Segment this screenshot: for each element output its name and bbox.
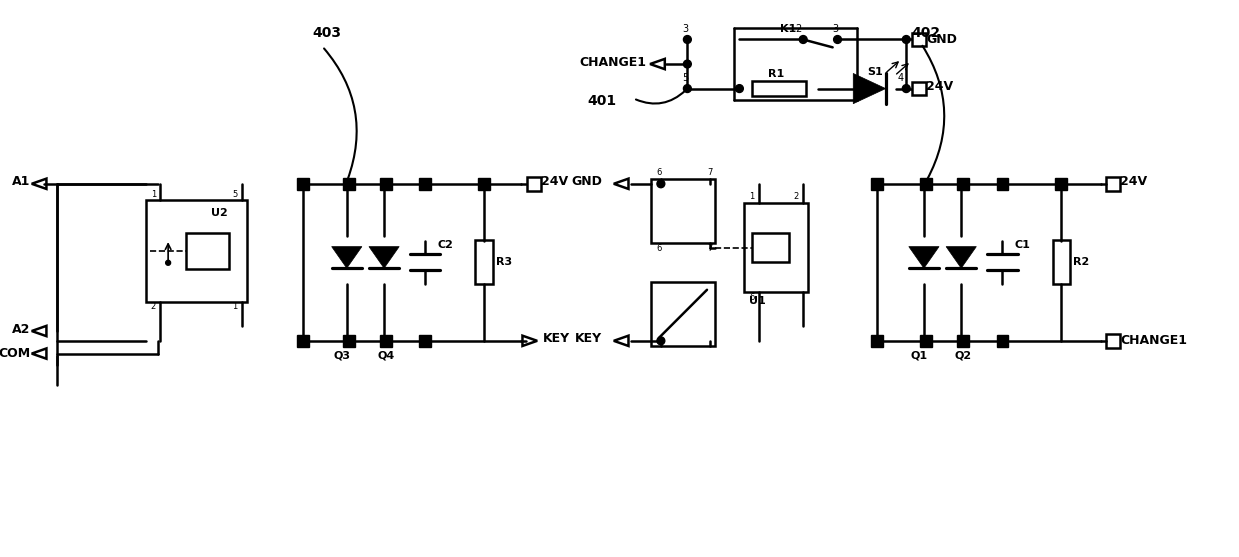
Text: R2: R2 — [1073, 257, 1089, 267]
Polygon shape — [523, 336, 538, 346]
Circle shape — [684, 60, 691, 68]
Text: S1: S1 — [867, 67, 882, 77]
Text: 24V: 24V — [541, 175, 569, 188]
Text: 7: 7 — [707, 243, 712, 252]
Text: C2: C2 — [437, 240, 453, 250]
Text: 6: 6 — [750, 292, 755, 301]
Circle shape — [684, 85, 691, 92]
Text: CHANGE1: CHANGE1 — [1120, 334, 1187, 348]
Bar — [145, 201, 247, 301]
Polygon shape — [32, 349, 46, 359]
Polygon shape — [369, 247, 399, 268]
Polygon shape — [332, 247, 362, 268]
Polygon shape — [32, 179, 46, 189]
Text: Q1: Q1 — [911, 350, 928, 360]
Text: 24V: 24V — [1120, 175, 1147, 188]
Bar — [1106, 334, 1120, 348]
Text: A1: A1 — [12, 175, 31, 188]
Polygon shape — [613, 179, 628, 189]
Text: COM: COM — [0, 347, 31, 360]
Text: 5: 5 — [232, 189, 238, 198]
Text: 402: 402 — [911, 26, 940, 40]
Circle shape — [736, 85, 743, 92]
Bar — [752, 233, 789, 262]
Text: 1: 1 — [750, 193, 755, 202]
Text: 1: 1 — [151, 189, 156, 198]
Text: Q2: Q2 — [954, 350, 971, 360]
Text: 3: 3 — [833, 23, 839, 33]
Polygon shape — [613, 336, 628, 346]
Polygon shape — [909, 247, 939, 268]
Bar — [528, 177, 541, 190]
Text: 6: 6 — [657, 243, 662, 252]
Bar — [1106, 177, 1120, 190]
Circle shape — [834, 36, 841, 43]
Circle shape — [657, 180, 665, 188]
Text: C1: C1 — [1015, 240, 1030, 250]
Bar — [476, 240, 493, 285]
Polygon shape — [947, 247, 976, 268]
Circle shape — [902, 36, 911, 43]
Circle shape — [166, 260, 171, 265]
Text: 1: 1 — [232, 302, 238, 311]
Circle shape — [902, 85, 911, 92]
Text: R3: R3 — [496, 257, 512, 267]
Bar — [650, 179, 715, 243]
Polygon shape — [650, 59, 665, 69]
Bar — [745, 203, 808, 292]
Text: 2: 2 — [794, 193, 799, 202]
Bar — [650, 282, 715, 346]
Text: 6: 6 — [657, 168, 662, 177]
Text: GND: GND — [926, 33, 957, 46]
Text: 5: 5 — [683, 73, 689, 83]
Text: Q4: Q4 — [378, 350, 395, 360]
Text: U1: U1 — [750, 296, 766, 306]
Text: 2: 2 — [795, 23, 802, 33]
Polygon shape — [854, 74, 886, 104]
Text: 2: 2 — [151, 302, 156, 311]
Circle shape — [684, 36, 691, 43]
Text: 24V: 24V — [926, 80, 953, 93]
Text: KEY: KEY — [543, 333, 570, 345]
Bar — [186, 233, 229, 268]
Text: Q3: Q3 — [333, 350, 351, 360]
Text: U2: U2 — [211, 208, 228, 218]
Text: A2: A2 — [12, 323, 31, 335]
Text: KEY: KEY — [575, 333, 602, 345]
Text: GND: GND — [571, 175, 602, 188]
Text: K1: K1 — [781, 23, 797, 33]
Text: 401: 401 — [587, 94, 616, 108]
Bar — [752, 81, 805, 96]
Circle shape — [657, 337, 665, 345]
Text: CHANGE1: CHANGE1 — [579, 56, 647, 69]
Bar — [912, 82, 926, 95]
Polygon shape — [32, 326, 46, 336]
Bar — [912, 33, 926, 46]
Text: 3: 3 — [683, 23, 689, 33]
Text: 7: 7 — [707, 168, 712, 177]
Text: R1: R1 — [768, 69, 784, 79]
Circle shape — [799, 36, 807, 43]
Text: 403: 403 — [312, 26, 342, 40]
Bar — [1052, 240, 1070, 285]
Text: 4: 4 — [897, 73, 903, 83]
